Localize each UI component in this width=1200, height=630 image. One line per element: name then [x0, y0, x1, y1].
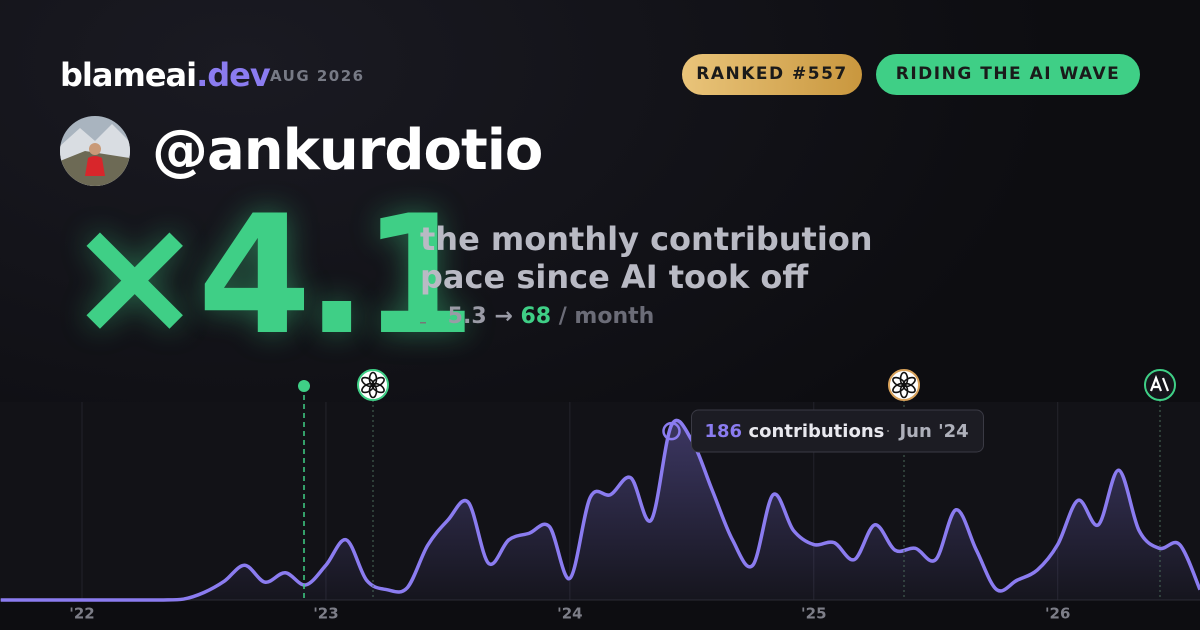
brand: blameai.dev [60, 56, 271, 94]
tooltip-unit: contributions [748, 421, 884, 442]
x-tick-label: '23 [313, 605, 338, 623]
x-tick-label: '22 [69, 605, 94, 623]
avatar[interactable] [60, 116, 130, 186]
username: @ankurdotio [152, 118, 543, 183]
brand-suffix: .dev [196, 56, 271, 94]
tooltip-separator: · [885, 422, 890, 441]
brand-name: blameai [60, 56, 197, 94]
pace-unit: / month [558, 304, 655, 329]
tooltip-value: 186 [704, 421, 742, 442]
tooltip [690, 409, 984, 453]
tooltip-period: Jun '24 [897, 421, 968, 442]
headline-line: pace since AI took off [420, 258, 809, 296]
event-icon [1144, 369, 1176, 401]
pace-arrow: → [494, 304, 513, 329]
event-glyph [892, 376, 906, 388]
status-badge: RIDING THE AI WAVE [876, 54, 1140, 95]
event-glyph [1149, 374, 1170, 392]
headline-line: the monthly contribution [420, 220, 873, 258]
peak-marker [662, 421, 681, 441]
pace-after: 68 [520, 304, 552, 329]
line [0, 418, 1200, 602]
mini-bars [420, 309, 436, 324]
area [0, 420, 1200, 601]
event-glyph [361, 376, 375, 388]
event-dot [298, 380, 310, 392]
x-tick-label: '26 [1045, 605, 1070, 623]
pace: 5.3 → 68 / month [420, 304, 654, 329]
x-tick-label: '24 [557, 605, 582, 623]
date: AUG 2026 [270, 67, 365, 85]
rank-badge: RANKED #557 [682, 54, 862, 95]
multiplier: ×4.1 [66, 180, 476, 371]
pace-before: 5.3 [447, 304, 487, 329]
x-tick-label: '25 [801, 605, 826, 623]
